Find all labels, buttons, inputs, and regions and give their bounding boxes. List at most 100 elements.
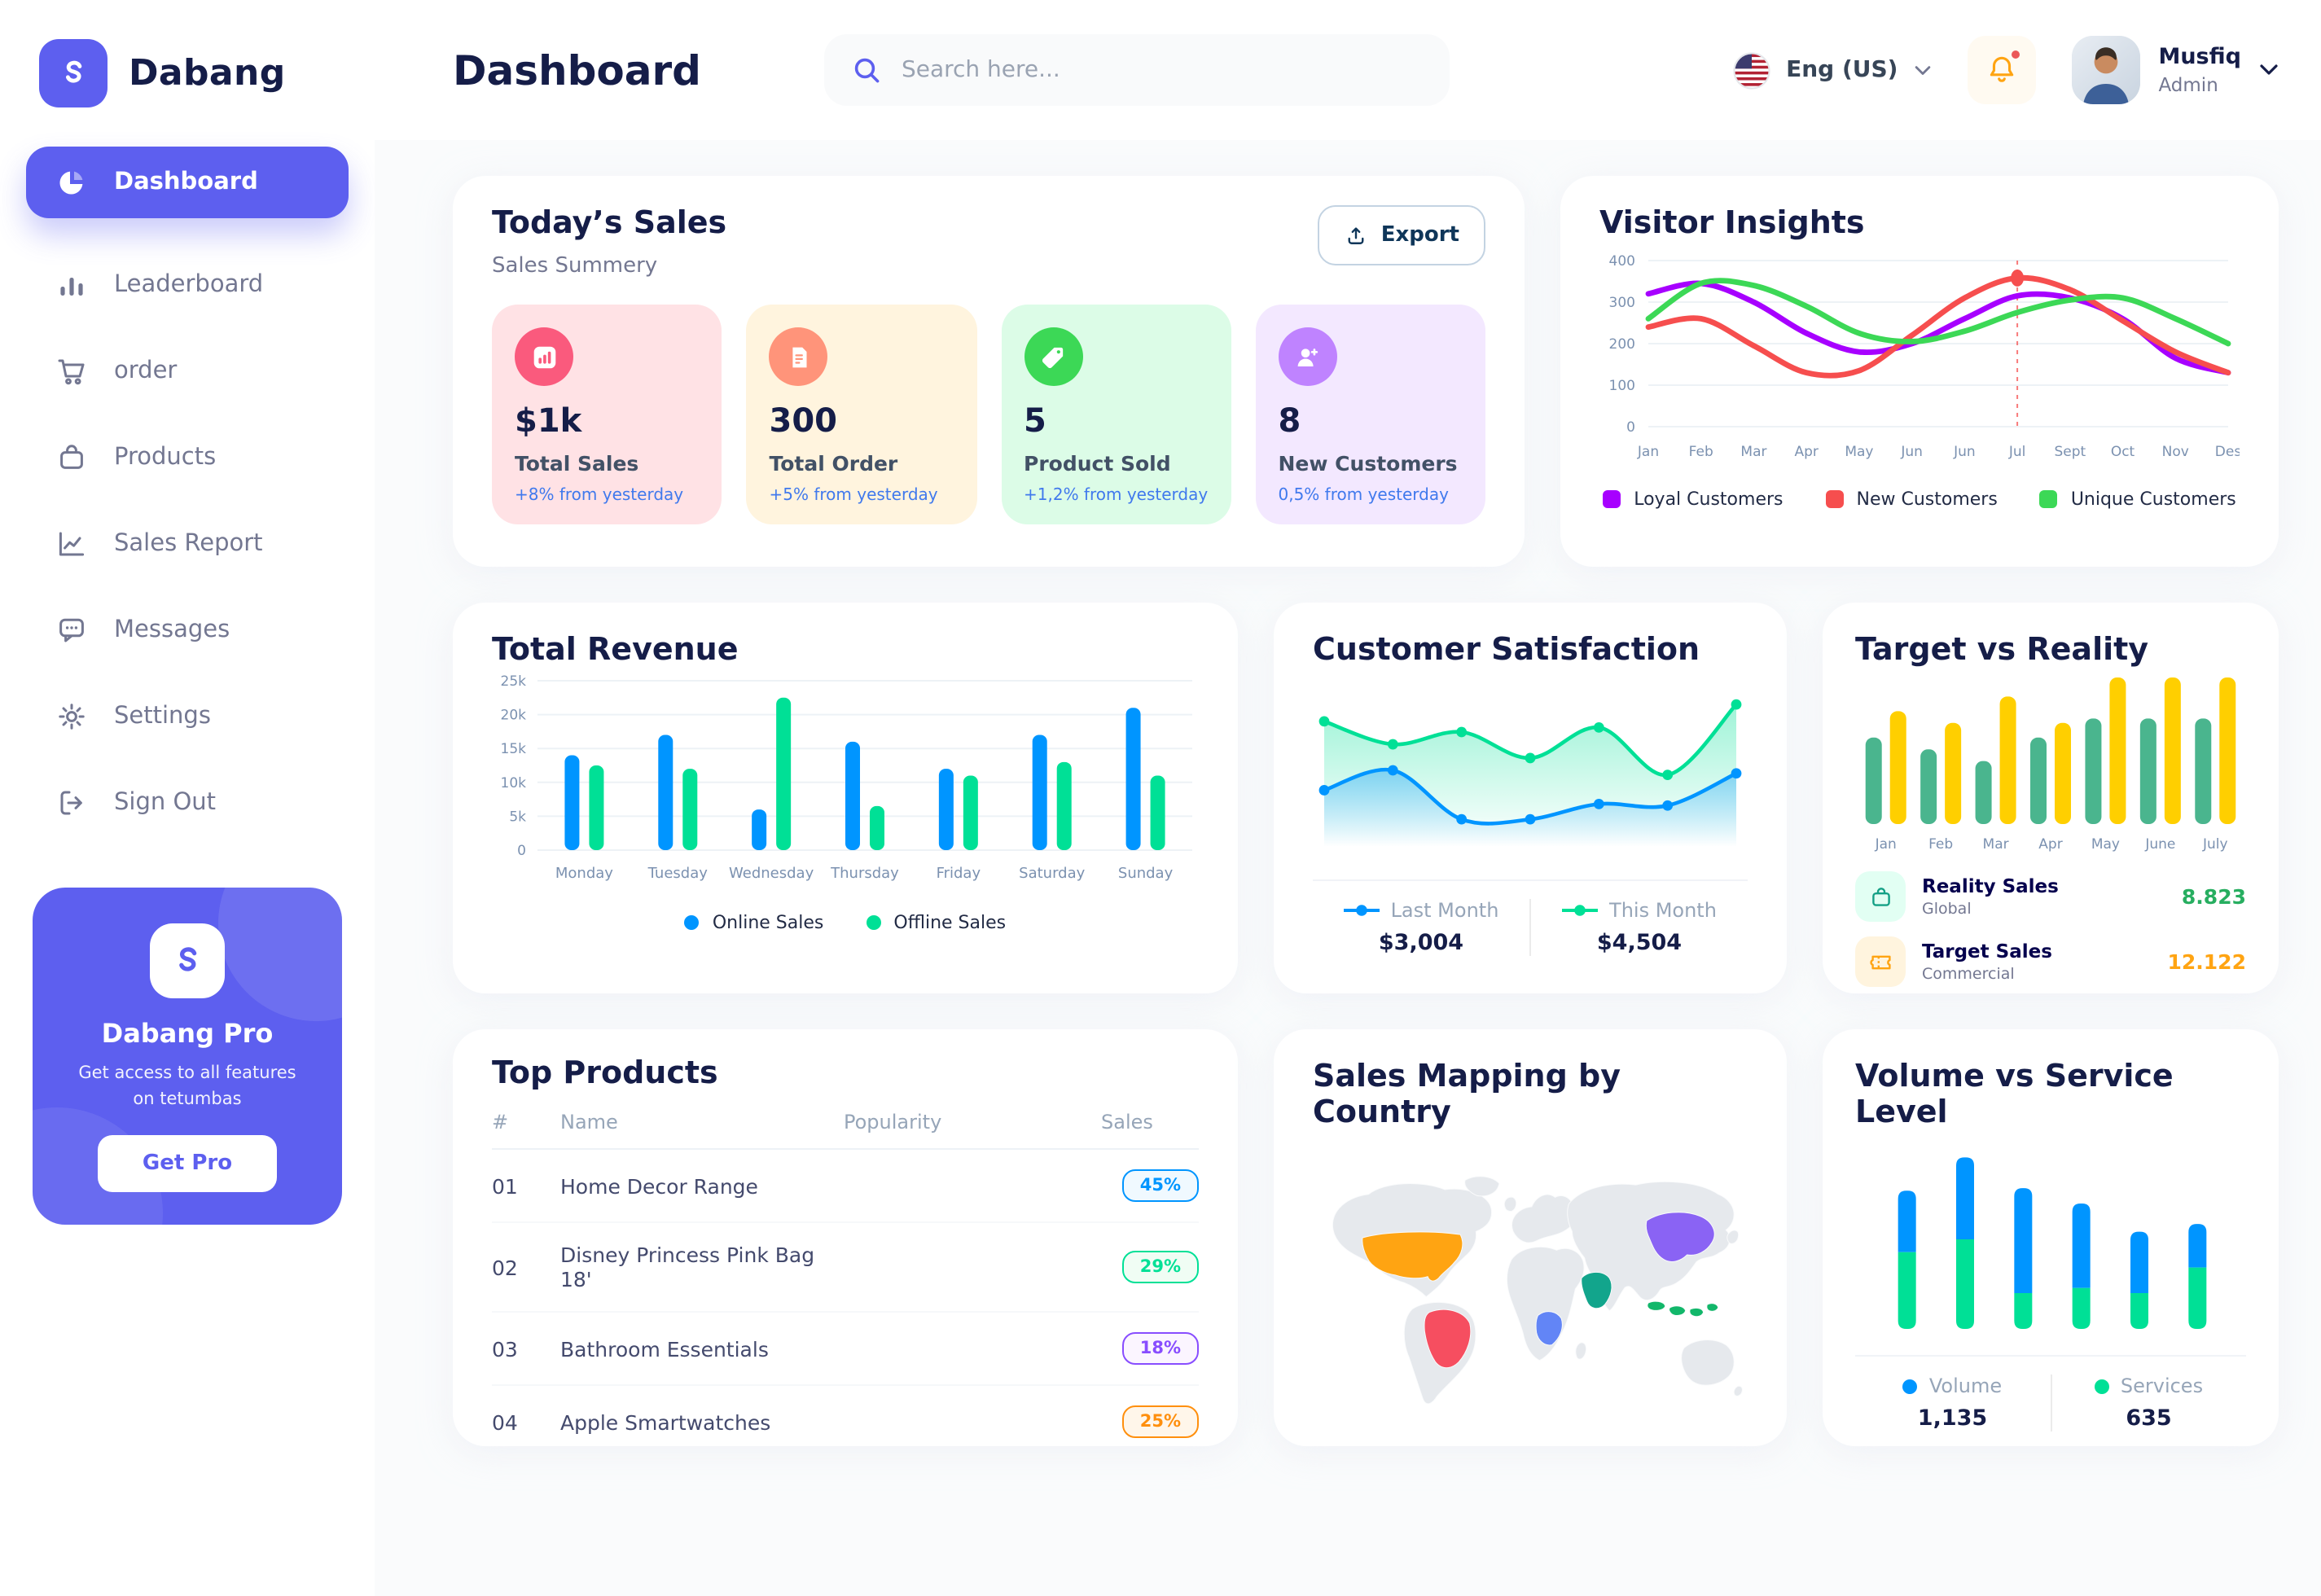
svg-text:Des: Des xyxy=(2215,444,2240,460)
table-row[interactable]: 04 Apple Smartwatches 25% xyxy=(492,1386,1199,1446)
sidebar-item-dashboard[interactable]: Dashboard xyxy=(26,147,349,218)
get-pro-button[interactable]: Get Pro xyxy=(98,1134,277,1192)
product-name: Apple Smartwatches xyxy=(560,1410,771,1434)
svg-text:Tuesday: Tuesday xyxy=(647,865,709,882)
language-selector[interactable]: Eng (US) xyxy=(1732,51,1932,89)
search-input[interactable] xyxy=(901,57,1424,83)
sales-summary-card: 8 New Customers 0,5% from yesterday xyxy=(1255,305,1485,524)
legend-group: Services 635 xyxy=(2050,1375,2246,1432)
pro-title: Dabang Pro xyxy=(101,1018,274,1049)
map-country-indonesia xyxy=(1669,1305,1687,1316)
sidebar-item-sales-report[interactable]: Sales Report xyxy=(26,508,349,580)
total-revenue-card: Total Revenue 0 5k 10k 15k 20k 25k Monday Tuesd… xyxy=(453,603,1238,993)
line-chart-icon xyxy=(55,528,88,560)
legend-group: Volume 1,135 xyxy=(1855,1375,2050,1432)
visitor-insights-card: Visitor Insights 0 100 200 300 400 Jan Feb Mar A… xyxy=(1560,176,2279,567)
table-row[interactable]: 03 Bathroom Essentials 18% xyxy=(492,1313,1199,1386)
map-landmass-greenland xyxy=(1464,1176,1500,1197)
map-country-china xyxy=(1645,1212,1715,1262)
todays-sales-card: Today’s Sales Sales Summery Export $1k T… xyxy=(453,176,1525,567)
svg-text:20k: 20k xyxy=(501,708,527,724)
svg-text:Saturday: Saturday xyxy=(1019,865,1085,882)
page-title: Dashboard xyxy=(453,46,701,94)
sales-summary-card: 5 Product Sold +1,2% from yesterday xyxy=(1001,305,1231,524)
legend-row: Target Sales Commercial 12.122 xyxy=(1855,936,2246,987)
customer-satisfaction-title: Customer Satisfaction xyxy=(1313,632,1700,668)
svg-text:Feb: Feb xyxy=(1689,444,1713,460)
header: Dashboard Eng (US) xyxy=(375,0,2321,140)
svg-text:Sept: Sept xyxy=(2054,444,2086,460)
visitor-insights-chart: 0 100 200 300 400 Jan Feb Mar Apr May Jun Jun Jul Sep… xyxy=(1599,241,2242,482)
order-receipt-icon xyxy=(769,327,828,386)
visitor-insights-title: Visitor Insights xyxy=(1599,205,1865,241)
volume-service-chart xyxy=(1855,1140,2246,1339)
sidebar-item-settings[interactable]: Settings xyxy=(26,681,349,752)
cart-icon xyxy=(55,355,88,388)
sidebar-item-label: Settings xyxy=(114,704,211,730)
volume-service-title: Volume vs Service Level xyxy=(1855,1059,2174,1130)
svg-text:Thursday: Thursday xyxy=(830,865,899,882)
sign-out-icon xyxy=(55,787,88,819)
svg-text:Jun: Jun xyxy=(1900,444,1923,460)
svg-text:Jun: Jun xyxy=(1953,444,1976,460)
sidebar-item-messages[interactable]: Messages xyxy=(26,594,349,666)
sidebar-item-sign-out[interactable]: Sign Out xyxy=(26,767,349,839)
metric-value: $1k xyxy=(515,401,582,440)
product-number: 03 xyxy=(492,1336,518,1361)
legend-item: Loyal Customers xyxy=(1603,489,1784,510)
export-label: Export xyxy=(1380,223,1459,248)
sales-map-card: Sales Mapping by Country xyxy=(1274,1029,1787,1446)
divider xyxy=(1313,879,1748,881)
sidebar-item-label: Sales Report xyxy=(114,531,263,557)
svg-text:25k: 25k xyxy=(501,673,527,690)
svg-text:15k: 15k xyxy=(501,741,527,757)
sales-badge: 29% xyxy=(1121,1251,1199,1283)
map-landmass-australia xyxy=(1681,1340,1735,1386)
table-row[interactable]: 01 Home Decor Range 45% xyxy=(492,1150,1199,1223)
bag-icon xyxy=(55,441,88,474)
table-row[interactable]: 02 Disney Princess Pink Bag 18' 29% xyxy=(492,1223,1199,1313)
pro-logo-icon xyxy=(150,923,225,998)
target-vs-reality-legend: Reality Sales Global 8.823 Target Sales Co… xyxy=(1855,871,2246,987)
brand-logo-icon xyxy=(39,39,107,107)
sidebar-item-leaderboard[interactable]: Leaderboard xyxy=(26,249,349,321)
notifications-button[interactable] xyxy=(1968,36,2037,104)
sales-chart-icon xyxy=(515,327,573,386)
gear-icon xyxy=(55,700,88,733)
map-landmass-new-zealand xyxy=(1733,1385,1743,1396)
todays-sales-title: Today’s Sales xyxy=(492,205,727,241)
svg-text:Oct: Oct xyxy=(2111,444,2135,460)
total-revenue-chart: 0 5k 10k 15k 20k 25k Monday Tuesday Wednesday Thu… xyxy=(492,668,1199,905)
col-name: Name xyxy=(560,1111,618,1133)
export-button[interactable]: Export xyxy=(1317,205,1485,265)
top-products-rows: 01 Home Decor Range 45% 02 Disney Princes… xyxy=(492,1150,1199,1446)
sales-summary-card: $1k Total Sales +8% from yesterday xyxy=(492,305,722,524)
sidebar-item-order[interactable]: order xyxy=(26,335,349,407)
user-menu[interactable]: Musfiq Admin xyxy=(2072,36,2279,104)
svg-text:July: July xyxy=(2202,836,2228,853)
sidebar-item-label: Sign Out xyxy=(114,790,217,816)
sidebar-item-label: Leaderboard xyxy=(114,272,264,298)
svg-text:200: 200 xyxy=(1609,336,1635,353)
sidebar-item-label: Products xyxy=(114,445,217,471)
col-number: # xyxy=(492,1111,509,1133)
svg-text:Monday: Monday xyxy=(555,865,613,882)
map-country-dr-congo xyxy=(1535,1311,1563,1346)
message-icon xyxy=(55,614,88,647)
svg-text:Apr: Apr xyxy=(2038,836,2062,853)
svg-text:Nov: Nov xyxy=(2162,444,2189,460)
sidebar-item-products[interactable]: Products xyxy=(26,422,349,493)
search-icon xyxy=(851,54,884,86)
metric-delta: +8% from yesterday xyxy=(515,487,684,505)
search-bar[interactable] xyxy=(824,34,1450,106)
notification-badge xyxy=(2010,49,2022,60)
legend-item: Online Sales xyxy=(684,912,823,933)
volume-service-card: Volume vs Service Level Volume 1,135 Servi… xyxy=(1823,1029,2279,1446)
content: Today’s Sales Sales Summery Export $1k T… xyxy=(375,140,2321,1596)
avatar xyxy=(2072,36,2141,104)
svg-text:Apr: Apr xyxy=(1794,444,1818,460)
sidebar-item-label: Messages xyxy=(114,617,230,643)
brand[interactable]: Dabang xyxy=(0,0,375,107)
metric-label: Total Sales xyxy=(515,451,639,476)
sidebar-item-label: order xyxy=(114,358,178,384)
